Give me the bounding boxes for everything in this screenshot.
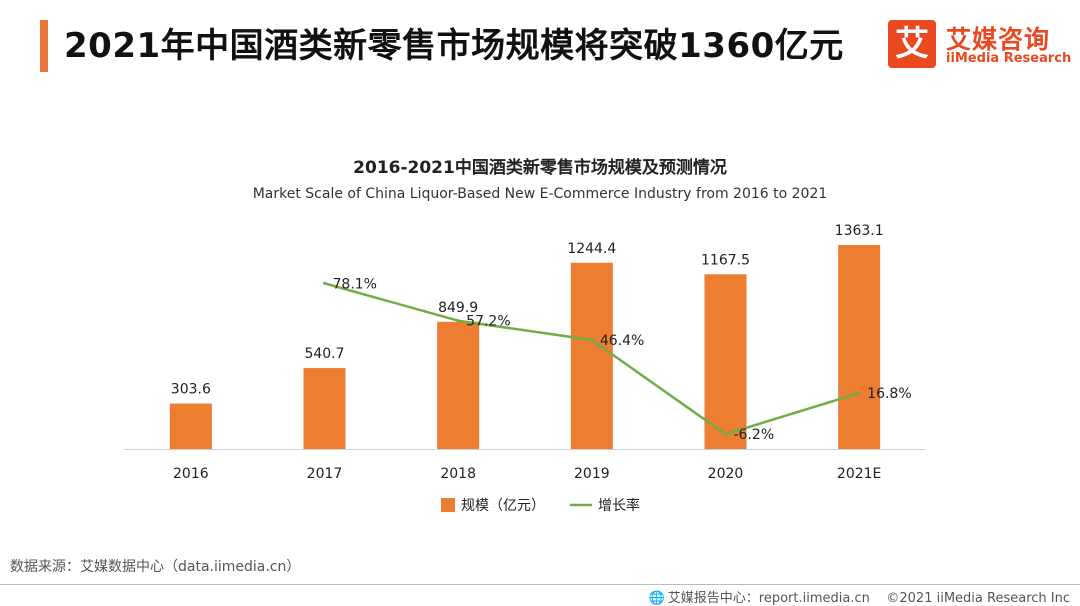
growth-label-2020: -6.2%	[734, 427, 775, 443]
logo-mark: 艾	[888, 20, 936, 68]
growth-label-2021E: 16.8%	[867, 386, 911, 402]
x-tick-2016: 2016	[173, 466, 209, 482]
legend-swatch-bar	[441, 498, 455, 512]
logo-name-en: iiMedia Research	[946, 51, 1072, 66]
bar-label-2021E: 1363.1	[835, 223, 884, 239]
growth-point-2018	[456, 319, 460, 323]
bar-2020	[704, 274, 747, 449]
bar-label-2016: 303.6	[171, 382, 211, 398]
footer-divider	[0, 584, 1080, 585]
bar-2018	[437, 321, 480, 449]
bar-2016	[169, 403, 212, 449]
footer: 🌐 艾媒报告中心：report.iimedia.cn ©2021 iiMedia …	[649, 587, 1070, 606]
logo: 艾 艾媒咨询 iiMedia Research	[888, 20, 1072, 72]
growth-label-2018: 57.2%	[466, 314, 510, 330]
title-accent-bar	[40, 20, 48, 72]
globe-icon: 🌐	[648, 591, 665, 606]
x-tick-2020: 2020	[708, 466, 744, 482]
legend-label-line: 增长率	[598, 497, 640, 514]
x-tick-2021E: 2021E	[837, 466, 881, 482]
x-tick-2017: 2017	[307, 466, 343, 482]
x-tick-2019: 2019	[574, 466, 610, 482]
bar-2021E	[838, 245, 881, 449]
growth-point-2020	[724, 432, 727, 436]
bar-2017	[303, 368, 346, 449]
legend-label-bar: 规模（亿元）	[461, 498, 545, 514]
growth-point-2017	[323, 281, 326, 285]
footer-report-center: 艾媒报告中心：report.iimedia.cn	[667, 591, 870, 606]
growth-point-2021E	[857, 391, 861, 395]
growth-point-2019	[590, 338, 594, 342]
x-tick-2018: 2018	[440, 466, 476, 482]
bar-label-2020: 1167.5	[701, 252, 750, 268]
growth-label-2017: 78.1%	[333, 276, 377, 292]
logo-name-cn: 艾媒咨询	[946, 25, 1051, 54]
chart-title: 2016-2021中国酒类新零售市场规模及预测情况	[353, 158, 727, 178]
source-note: 数据来源：艾媒数据中心（data.iimedia.cn）	[10, 559, 301, 575]
growth-label-2019: 46.4%	[600, 333, 644, 349]
bar-label-2019: 1244.4	[567, 241, 616, 257]
bar-label-2017: 540.7	[304, 346, 344, 362]
page-title: 2021年中国酒类新零售市场规模将突破1360亿元	[64, 26, 844, 66]
bar-label-2018: 849.9	[438, 300, 478, 316]
bar-2019	[570, 262, 613, 449]
chart-subtitle: Market Scale of China Liquor-Based New E…	[252, 186, 828, 202]
footer-copyright: ©2021 iiMedia Research Inc	[886, 591, 1070, 606]
